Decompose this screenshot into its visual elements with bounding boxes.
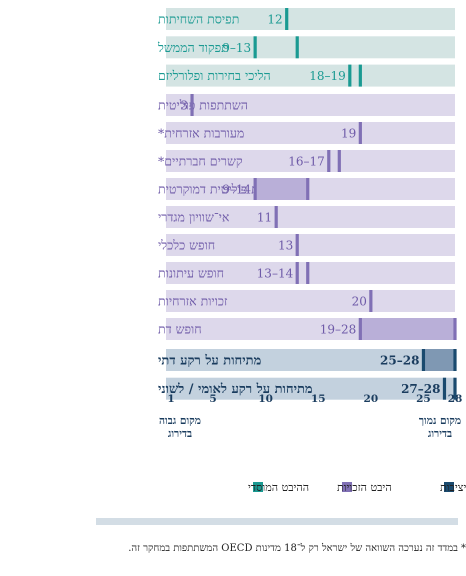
rank-marker-low [327, 150, 331, 172]
row-label: מעורבות אזרחית* [158, 126, 244, 141]
legend-swatch-rights [342, 482, 352, 492]
axis-label-low-rank: בדירוג [428, 428, 452, 440]
row-label: חופש עיתונות [158, 266, 224, 281]
row-background [166, 8, 455, 30]
axis-label-high-rank: מקום גבוה [159, 415, 201, 427]
footnote: * במדד זה נערכה השוואה של ישראל רק ל־18 … [88, 541, 466, 557]
value-label: 19 [341, 127, 356, 141]
tick-label: 10 [258, 393, 273, 405]
row-background [166, 94, 455, 116]
row-label: זכויות אזרחיות [158, 294, 228, 309]
value-label: 13–14 [257, 267, 294, 281]
tick-label: 1 [167, 393, 174, 405]
tick-label: 15 [311, 393, 326, 405]
value-label: 9–14 [222, 183, 251, 197]
legend-label-rights: היבט הזכויות [337, 481, 392, 494]
legend-swatch-institutional [253, 482, 263, 492]
range-fill [255, 178, 308, 200]
tick-label: 20 [364, 393, 379, 405]
rank-marker-high [295, 36, 299, 59]
rank-marker-low [253, 178, 257, 200]
row-background [166, 64, 455, 87]
footnote-divider [96, 518, 458, 525]
tick-label: 5 [209, 393, 216, 405]
rank-marker-low [274, 206, 278, 228]
row-background [166, 36, 455, 59]
axis-label-high-rank: בדירוג [168, 428, 192, 440]
row-background [166, 377, 455, 400]
row-background [166, 234, 455, 256]
row-background [166, 349, 455, 371]
footnote-text: במדד זה נערכה השוואה של ישראל רק ל־18 מד… [128, 543, 458, 554]
rank-marker-low [285, 8, 289, 30]
row-background [166, 262, 455, 284]
rank-marker-low [253, 36, 257, 59]
row-background [166, 178, 455, 200]
rank-marker-high [453, 318, 457, 340]
value-label: 27–28 [401, 382, 440, 396]
rank-marker-low [358, 122, 362, 144]
value-label: 25–28 [380, 354, 419, 368]
row-label: אי־שוויון מגדרי [158, 210, 230, 225]
range-fill [423, 349, 455, 371]
value-label: 9–13 [222, 41, 251, 55]
row-background [166, 122, 455, 144]
footnote-star: * [461, 543, 466, 554]
axis-label-low-rank: מקום נמוך [419, 415, 461, 427]
row-label: מתיחות על רקע דתי [158, 354, 262, 369]
row-background [166, 206, 455, 228]
rank-marker-low [348, 64, 352, 87]
rank-marker-high [453, 349, 457, 371]
value-label: 11 [257, 211, 272, 225]
rank-marker-low [295, 234, 299, 256]
rank-marker-low [369, 290, 373, 312]
tick-label: 25 [416, 393, 431, 405]
rank-marker-low [190, 94, 194, 116]
legend-swatch-stability [444, 482, 454, 492]
rank-marker-low [295, 262, 299, 284]
range-fill [360, 318, 455, 340]
row-label: תפיסת השחיתות [158, 12, 239, 27]
row-label: השתתפות פוליטית [158, 98, 248, 113]
row-label: הליכי בחירות ופלורליזם [158, 68, 271, 83]
rank-marker-high [453, 377, 457, 400]
row-background [166, 290, 455, 312]
tick-label: 28 [448, 393, 463, 405]
rank-marker-low [442, 377, 447, 400]
legend-label-stability: היבט היציבות [440, 481, 466, 494]
row-label: מתיחות על רקע לאומי / לשוני [158, 382, 313, 397]
rank-marker-low [421, 349, 426, 371]
rank-marker-high [306, 262, 310, 284]
row-label: חופש כלכלי [158, 238, 215, 253]
rank-marker-high [358, 64, 362, 87]
value-label: 20 [352, 295, 367, 309]
legend-label-institutional: ההיבט המוסדי [248, 481, 309, 494]
value-label: 19–28 [320, 323, 357, 337]
value-label: 18–19 [309, 69, 346, 83]
row-label: תפקוד הממשל [157, 40, 229, 55]
rank-marker-low [358, 318, 362, 340]
rank-marker-high [306, 178, 310, 200]
value-label: 13 [278, 239, 293, 253]
row-label: חופש דת [158, 322, 202, 337]
row-background [166, 150, 455, 172]
rank-marker-high [337, 150, 341, 172]
value-label: 12 [267, 13, 282, 27]
value-label: 3 [180, 99, 188, 113]
value-label: 16–17 [288, 155, 325, 169]
row-label: תרבות פוליטית דמוקרטית [158, 182, 282, 197]
row-label: קשרים חברתיים* [158, 154, 243, 169]
